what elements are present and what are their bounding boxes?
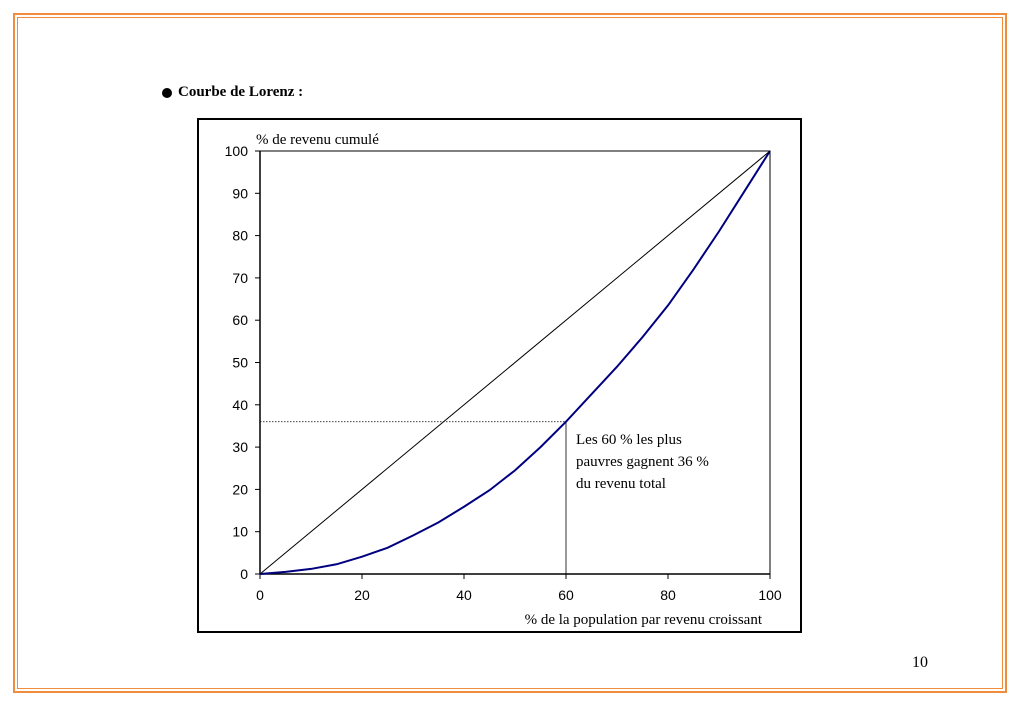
x-tick-label: 80 <box>660 587 676 603</box>
y-tick-label: 40 <box>232 397 248 413</box>
y-tick-label: 100 <box>225 143 249 159</box>
slide-frame-inner <box>17 17 1003 689</box>
x-tick-label: 20 <box>354 587 370 603</box>
y-tick-label: 20 <box>232 481 248 497</box>
y-axis-label: % de revenu cumulé <box>256 132 379 148</box>
lorenz-curve <box>259 150 771 575</box>
y-tick-label: 80 <box>232 228 248 244</box>
y-tick-label: 60 <box>232 312 248 328</box>
x-axis-label: % de la population par revenu croissant <box>525 612 763 628</box>
annotation-line: du revenu total <box>576 476 666 492</box>
page-number: 10 <box>912 654 928 671</box>
bullet-icon <box>162 87 172 98</box>
chart-container: 0 10 20 30 40 50 60 70 80 90 100 0 20 40 60 80 100 % de r… <box>197 118 802 633</box>
heading-text: Courbe de Lorenz : <box>178 84 304 100</box>
y-tick-label: 50 <box>232 355 248 371</box>
equality-line <box>259 150 771 575</box>
annotation-line: Les 60 % les plus <box>576 432 682 448</box>
x-tick-label: 0 <box>256 587 264 603</box>
x-tick-label: 100 <box>758 587 782 603</box>
slide-frame-outer <box>13 13 1007 693</box>
y-tick-label: 30 <box>232 439 248 455</box>
y-tick-label: 90 <box>232 185 248 201</box>
y-tick-label: 10 <box>232 524 248 540</box>
x-tick-label: 60 <box>558 587 574 603</box>
annotation-line: pauvres gagnent 36 % <box>576 454 709 470</box>
x-tick-label: 40 <box>456 587 472 603</box>
lorenz-chart: 0 10 20 30 40 50 60 70 80 90 100 0 20 40 60 80 100 % de r… <box>225 132 782 628</box>
y-tick-label: 0 <box>240 566 248 582</box>
y-tick-label: 70 <box>232 270 248 286</box>
slide-heading: Courbe de Lorenz : <box>162 84 303 101</box>
